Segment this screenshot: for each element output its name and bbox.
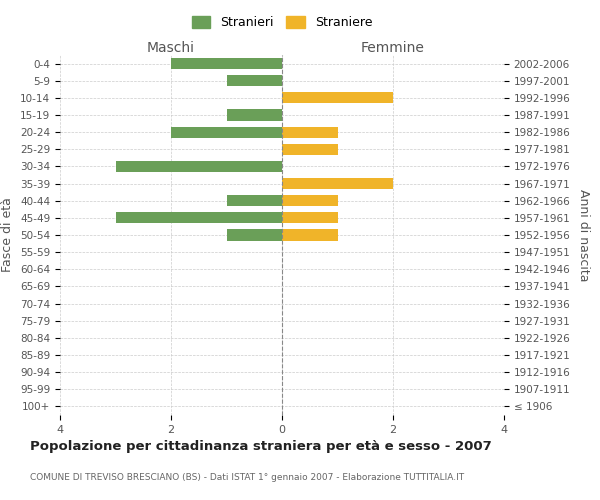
Y-axis label: Fasce di età: Fasce di età (1, 198, 14, 272)
Bar (227, 195, 282, 206)
Text: Femmine: Femmine (361, 41, 425, 55)
Bar (282, 195, 337, 206)
Bar (115, 212, 282, 224)
Bar (282, 230, 337, 240)
Bar (282, 178, 393, 189)
Text: Popolazione per cittadinanza straniera per età e sesso - 2007: Popolazione per cittadinanza straniera p… (30, 440, 492, 453)
Bar (282, 212, 337, 224)
Text: COMUNE DI TREVISO BRESCIANO (BS) - Dati ISTAT 1° gennaio 2007 - Elaborazione TUT: COMUNE DI TREVISO BRESCIANO (BS) - Dati … (30, 473, 464, 482)
Bar (227, 110, 282, 120)
Legend: Stranieri, Straniere: Stranieri, Straniere (187, 11, 377, 34)
Bar (115, 161, 282, 172)
Bar (227, 75, 282, 86)
Bar (171, 126, 282, 138)
Text: Maschi: Maschi (147, 41, 195, 55)
Y-axis label: Anni di nascita: Anni di nascita (577, 188, 590, 281)
Bar (282, 92, 393, 104)
Bar (282, 144, 337, 155)
Bar (227, 230, 282, 240)
Bar (282, 126, 337, 138)
Bar (171, 58, 282, 69)
